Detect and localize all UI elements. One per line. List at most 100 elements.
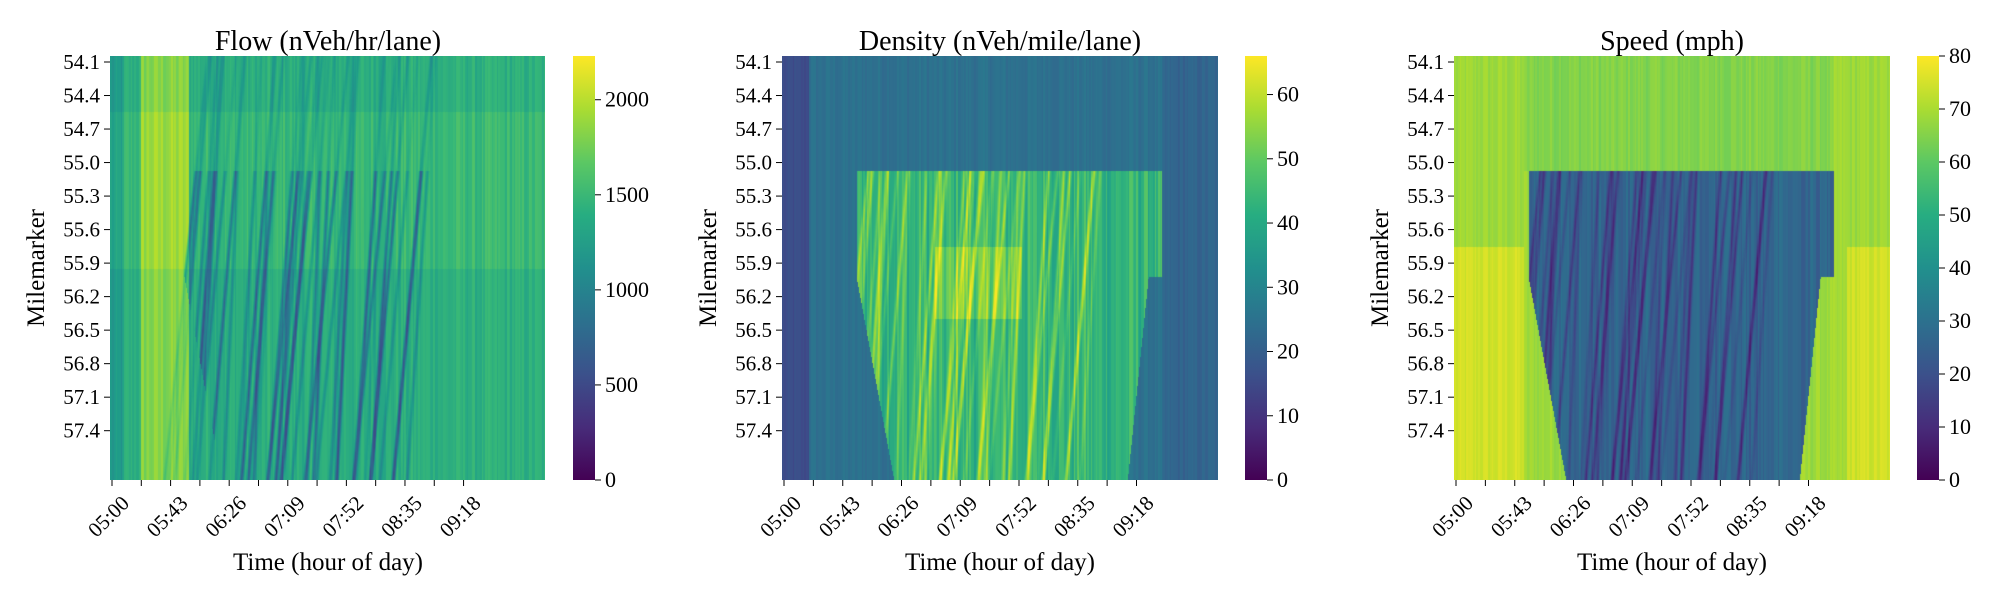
colorbar-tick-label: 0: [1949, 467, 1960, 492]
flow-x-axis: 05:00 05:43 06:26 07:09 07:52 08:35 09:18: [83, 480, 485, 542]
x-tick-label: 05:00: [83, 491, 134, 542]
y-tick-label: 56.2: [735, 285, 772, 309]
y-tick-label: 57.1: [1407, 385, 1444, 409]
colorbar-tick-label: 1000: [605, 277, 649, 302]
x-tick-label: 07:52: [1662, 491, 1713, 542]
flow-heatmap: [110, 56, 545, 480]
y-tick-label: 55.0: [735, 151, 772, 175]
speed-x-axis: 05:00 05:43 06:26 07:09 07:52 08:35 09:18: [1427, 480, 1830, 542]
y-tick-label: 54.7: [63, 117, 100, 141]
colorbar-tick-label: 40: [1277, 210, 1299, 235]
y-tick-label: 55.6: [1407, 218, 1444, 242]
colorbar-tick-label: 30: [1277, 274, 1299, 299]
speed-heatmap: [1454, 56, 1890, 480]
y-tick-label: 56.2: [1407, 285, 1444, 309]
y-tick-label: 57.4: [735, 419, 772, 443]
y-tick-label: 56.8: [735, 352, 772, 376]
colorbar-tick-label: 20: [1949, 361, 1971, 386]
speed-y-label: Milemarker: [1367, 208, 1394, 327]
flow-title: Flow (nVeh/hr/lane): [215, 26, 441, 57]
x-tick-label: 06:26: [873, 491, 924, 542]
y-tick-label: 56.8: [63, 352, 100, 376]
y-tick-label: 55.9: [63, 251, 100, 275]
y-tick-label: 54.1: [63, 50, 100, 74]
y-tick-label: 57.4: [63, 419, 100, 443]
x-tick-label: 05:00: [1427, 491, 1478, 542]
y-tick-label: 55.3: [735, 184, 772, 208]
x-tick-label: 08:35: [1049, 491, 1100, 542]
colorbar-tick-label: 1500: [605, 182, 649, 207]
colorbar-tick-label: 60: [1277, 82, 1299, 107]
x-tick-label: 07:09: [259, 491, 310, 542]
y-tick-label: 54.4: [63, 84, 100, 108]
colorbar-tick-label: 0: [1277, 467, 1288, 492]
x-tick-label: 05:00: [755, 491, 806, 542]
colorbar-tick-label: 20: [1277, 339, 1299, 364]
flow-y-label: Milemarker: [23, 208, 50, 327]
density-y-label: Milemarker: [695, 208, 722, 327]
colorbar-tick-label: 50: [1949, 202, 1971, 227]
speed-x-label: Time (hour of day): [1577, 549, 1767, 576]
x-tick-label: 07:09: [931, 491, 982, 542]
colorbar-tick-label: 60: [1949, 149, 1971, 174]
y-tick-label: 55.0: [63, 151, 100, 175]
y-tick-label: 57.1: [735, 385, 772, 409]
density-title: Density (nVeh/mile/lane): [859, 26, 1141, 57]
speed-colorbar-ticks: 0 10 20 30 40 50 60 70 80: [1939, 43, 1971, 492]
density-panel: Density (nVeh/mile/lane) 54.1 54.4 54.7 55.…: [695, 26, 1299, 576]
density-heatmap: [782, 56, 1218, 480]
flow-y-axis: 54.1 54.4 54.7 55.0 55.3 55.6 55.9 56.2 56.5 56.8…: [63, 50, 110, 443]
x-tick-label: 07:52: [318, 491, 369, 542]
y-tick-label: 55.6: [735, 218, 772, 242]
y-tick-label: 56.5: [1407, 318, 1444, 342]
colorbar-tick-label: 500: [605, 372, 638, 397]
y-tick-label: 55.0: [1407, 151, 1444, 175]
y-tick-label: 55.3: [63, 184, 100, 208]
y-tick-label: 54.7: [1407, 117, 1444, 141]
colorbar-tick-label: 40: [1949, 255, 1971, 280]
x-tick-label: 05:43: [142, 491, 193, 542]
x-tick-label: 09:18: [435, 491, 486, 542]
y-tick-label: 54.7: [735, 117, 772, 141]
x-tick-label: 05:43: [814, 491, 865, 542]
colorbar-tick-label: 80: [1949, 43, 1971, 68]
y-tick-label: 54.4: [1407, 84, 1444, 108]
y-tick-label: 57.1: [63, 385, 100, 409]
y-tick-label: 54.1: [735, 50, 772, 74]
flow-x-label: Time (hour of day): [233, 549, 423, 576]
x-tick-label: 06:26: [200, 491, 251, 542]
speed-y-axis: 54.1 54.4 54.7 55.0 55.3 55.6 55.9 56.2 56.5 56.8…: [1407, 50, 1454, 443]
y-tick-label: 55.6: [63, 218, 100, 242]
y-tick-label: 56.2: [63, 285, 100, 309]
flow-colorbar: [573, 56, 595, 480]
colorbar-tick-label: 10: [1949, 414, 1971, 439]
speed-colorbar: [1917, 56, 1939, 480]
speed-panel: Speed (mph) 54.1 54.4 54.7 55.0 55.3 55.6 55.9…: [1367, 26, 1971, 576]
colorbar-tick-label: 0: [605, 467, 616, 492]
density-x-label: Time (hour of day): [905, 549, 1095, 576]
x-tick-label: 07:52: [990, 491, 1041, 542]
x-tick-label: 09:18: [1780, 491, 1831, 542]
y-tick-label: 56.5: [63, 318, 100, 342]
x-tick-label: 06:26: [1545, 491, 1596, 542]
density-y-axis: 54.1 54.4 54.7 55.0 55.3 55.6 55.9 56.2 56.5 56.8…: [735, 50, 782, 443]
colorbar-tick-label: 10: [1277, 403, 1299, 428]
x-tick-label: 08:35: [1721, 491, 1772, 542]
y-tick-label: 56.8: [1407, 352, 1444, 376]
flow-colorbar-ticks: 0 500 1000 1500 2000: [595, 87, 649, 492]
flow-panel: Flow (nVeh/hr/lane) 54.1 54.4 54.7 55.0 55.3…: [23, 26, 649, 576]
density-colorbar-ticks: 0 10 20 30 40 50 60: [1267, 82, 1299, 492]
x-tick-label: 08:35: [376, 491, 427, 542]
x-tick-label: 07:09: [1603, 491, 1654, 542]
density-colorbar: [1245, 56, 1267, 480]
y-tick-label: 55.9: [735, 251, 772, 275]
x-tick-label: 05:43: [1486, 491, 1537, 542]
y-tick-label: 57.4: [1407, 419, 1444, 443]
y-tick-label: 56.5: [735, 318, 772, 342]
y-tick-label: 54.4: [735, 84, 772, 108]
y-tick-label: 55.9: [1407, 251, 1444, 275]
colorbar-tick-label: 50: [1277, 146, 1299, 171]
colorbar-tick-label: 30: [1949, 308, 1971, 333]
y-tick-label: 55.3: [1407, 184, 1444, 208]
